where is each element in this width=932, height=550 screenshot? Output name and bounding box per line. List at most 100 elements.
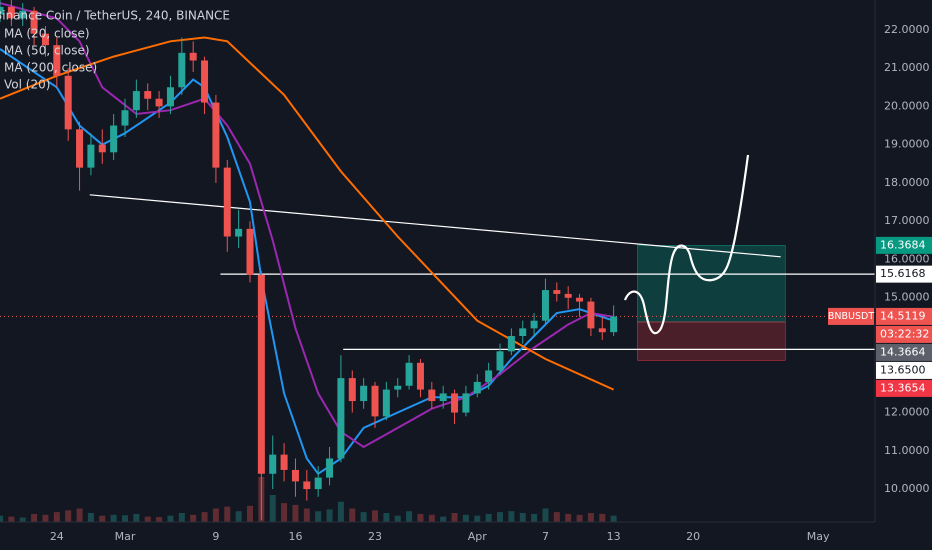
x-tick-label: 7 xyxy=(542,530,549,543)
candle-body xyxy=(246,228,254,275)
symbol-label: BNBUSDT xyxy=(828,311,874,322)
price-label-text: 13.6500 xyxy=(880,363,926,376)
candle-body xyxy=(394,385,402,390)
price-label-box xyxy=(876,236,932,254)
moving-averages xyxy=(0,2,615,476)
volume-bar xyxy=(269,495,276,522)
price-label-box xyxy=(876,361,932,379)
candle-body xyxy=(269,454,277,474)
price-label-text: 16.3684 xyxy=(880,238,926,251)
candle-body xyxy=(496,351,504,371)
volume-bar xyxy=(326,509,333,522)
price-label: 13.3654 xyxy=(876,379,932,397)
volume-bar xyxy=(281,503,288,522)
price-label-text: 14.5119 xyxy=(880,309,926,322)
volume-bar xyxy=(497,512,503,522)
volume-bar xyxy=(531,513,538,522)
volume-bar xyxy=(508,511,515,522)
volume-bar xyxy=(156,517,163,522)
price-label-text: 15.6168 xyxy=(880,267,926,280)
candle-body xyxy=(64,75,72,130)
candle-body xyxy=(576,297,584,302)
candle-body xyxy=(87,144,95,168)
volume-bar xyxy=(110,514,117,522)
volume-bar xyxy=(440,516,447,522)
legend-entry: MA (20, close) xyxy=(4,27,90,41)
candle-body xyxy=(326,458,334,478)
price-label-box xyxy=(876,307,932,325)
volume-bar xyxy=(292,504,299,522)
candle-body xyxy=(189,52,197,61)
price-label-box xyxy=(876,343,932,361)
chart-title: Binance Coin / TetherUS, 240, BINANCE xyxy=(0,9,230,23)
candles xyxy=(0,0,618,520)
candle-body xyxy=(257,274,265,474)
candle-body xyxy=(303,481,311,490)
price-label: 15.6168 xyxy=(876,265,932,283)
y-tick-label: 18.0000 xyxy=(884,176,930,189)
volume-bar xyxy=(599,513,606,522)
price-label-box xyxy=(876,379,932,397)
candle-body xyxy=(280,454,288,470)
candle-body xyxy=(110,125,118,153)
candle-body xyxy=(507,336,515,352)
candle-body xyxy=(212,102,220,168)
trendline xyxy=(89,194,781,258)
candle-body xyxy=(598,328,606,333)
price-label-box xyxy=(876,325,932,343)
x-tick-label: 9 xyxy=(212,530,219,543)
volume-bar xyxy=(383,513,390,522)
legend-entry: MA (200, close) xyxy=(4,61,97,75)
volume-bar xyxy=(19,517,26,522)
candle-body xyxy=(541,290,549,321)
price-label: 14.5119 BNBUSDT xyxy=(828,307,932,325)
candle-body xyxy=(178,52,186,88)
y-tick-label: 19.0000 xyxy=(884,138,930,151)
candle-body xyxy=(223,167,231,237)
x-tick-label: Mar xyxy=(115,530,136,543)
candle-body xyxy=(360,385,368,402)
moving-average-line xyxy=(0,2,614,449)
volume-bar xyxy=(99,515,106,522)
candle-body xyxy=(519,328,527,337)
candle-body xyxy=(462,393,470,413)
volume-bar xyxy=(190,514,197,522)
candle-body xyxy=(564,293,572,298)
price-label: 16.3684 xyxy=(876,236,932,254)
candle-body xyxy=(610,316,618,333)
volume-bar xyxy=(178,513,185,522)
moving-average-line xyxy=(0,36,615,391)
y-tick-label: 22.0000 xyxy=(884,23,930,36)
volume-bar xyxy=(428,514,435,522)
candle-body xyxy=(291,469,299,482)
volume-bar xyxy=(0,515,3,522)
x-tick-label: 20 xyxy=(686,530,700,543)
volume-bar xyxy=(53,512,60,522)
volume-bar xyxy=(76,508,83,522)
volume-bar xyxy=(303,508,310,522)
volume-bar xyxy=(417,513,424,522)
volume-bar xyxy=(201,512,208,522)
volume-bar xyxy=(394,515,401,522)
volume-bar xyxy=(519,513,526,522)
candle-body xyxy=(405,362,413,386)
volume-bar xyxy=(587,513,594,522)
volume-bar xyxy=(87,513,94,522)
candle-body xyxy=(121,110,129,126)
candle-body xyxy=(155,98,163,107)
volume-bar xyxy=(144,516,151,522)
volume-bar xyxy=(565,513,572,522)
x-tick-label: 16 xyxy=(288,530,302,543)
price-label: 14.3664 xyxy=(876,343,932,361)
candle-body xyxy=(201,60,209,103)
candle-body xyxy=(76,129,84,168)
candle-body xyxy=(416,362,424,390)
volume-bar xyxy=(8,516,15,522)
candle-body xyxy=(53,45,61,76)
volume-bar xyxy=(133,513,140,522)
candle-body xyxy=(7,6,15,19)
x-tick-label: May xyxy=(807,530,830,543)
y-tick-label: 11.0000 xyxy=(884,444,930,457)
